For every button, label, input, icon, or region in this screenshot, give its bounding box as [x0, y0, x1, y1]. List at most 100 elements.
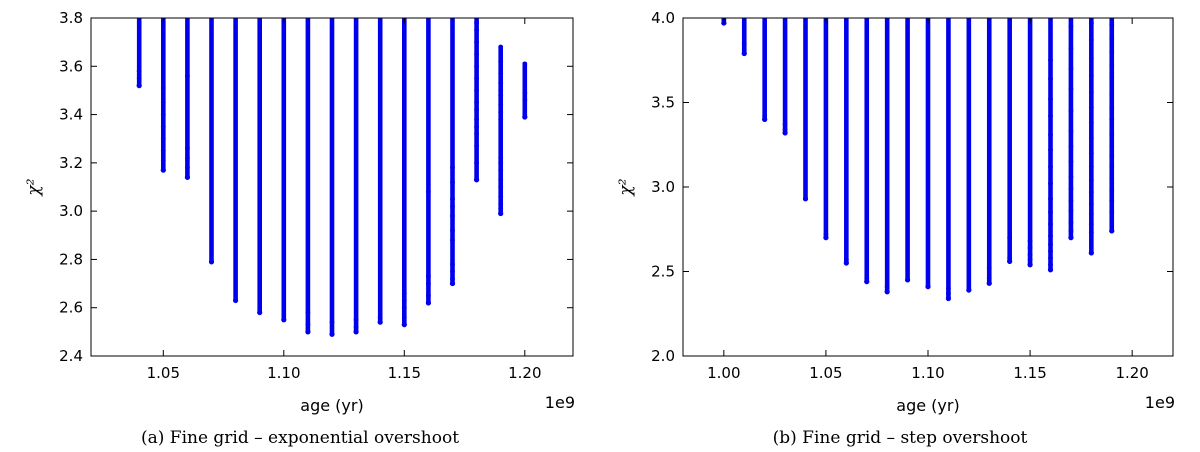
data-point: [474, 88, 479, 93]
data-point: [1007, 235, 1013, 241]
data-point: [741, 51, 747, 56]
data-point: [136, 75, 142, 81]
data-point: [864, 279, 870, 285]
data-point: [1109, 35, 1115, 41]
data-column: [209, 18, 214, 262]
data-point: [1088, 89, 1094, 95]
data-point: [1088, 135, 1094, 141]
x-offset-text: 1e9: [1145, 393, 1175, 412]
data-point: [802, 196, 809, 202]
y-tick-label: 3.2: [59, 154, 83, 172]
data-point: [474, 131, 479, 137]
data-point: [1109, 144, 1115, 149]
data-column: [281, 18, 287, 320]
x-tick-label: 1.10: [267, 364, 300, 382]
data-point: [450, 228, 455, 233]
data-point: [305, 329, 311, 335]
data-point: [498, 184, 504, 190]
chart-panel-b: 1.00 1.05 1.10 1.15 1.20 2.0 2.5 3.0 3.5 4.0 age (…: [600, 0, 1200, 452]
data-layer: [721, 18, 1115, 302]
data-point: [1048, 96, 1053, 102]
data-point: [1068, 128, 1074, 134]
data-point: [1027, 245, 1033, 251]
data-point: [136, 68, 142, 74]
data-point: [1088, 177, 1094, 183]
data-point: [498, 71, 504, 76]
data-point: [450, 276, 455, 282]
data-column: [353, 18, 359, 332]
data-point: [1048, 181, 1053, 187]
data-point: [1109, 74, 1115, 80]
data-point: [782, 122, 788, 127]
data-point: [450, 179, 455, 185]
data-point: [1088, 201, 1094, 207]
y-tick-label: 2.8: [59, 250, 83, 268]
data-point: [946, 296, 951, 301]
data-point: [966, 287, 972, 293]
plot-frame: [90, 17, 574, 357]
data-point: [1088, 105, 1094, 110]
data-column: [986, 18, 992, 284]
data-point: [1068, 66, 1074, 72]
data-point: [925, 284, 931, 290]
x-tick-label: 1.20: [1115, 364, 1148, 382]
data-point: [1109, 132, 1115, 138]
data-point: [474, 63, 479, 69]
data-point: [450, 281, 455, 286]
data-point: [864, 275, 870, 281]
data-point: [498, 44, 504, 50]
data-point: [1048, 248, 1053, 254]
data-point: [401, 314, 407, 320]
data-point: [522, 61, 528, 67]
data-point: [782, 127, 788, 132]
data-point: [762, 113, 768, 119]
data-point: [1068, 144, 1074, 149]
data-point: [1068, 86, 1074, 92]
data-point: [377, 314, 383, 320]
data-point: [450, 237, 455, 243]
data-column: [803, 18, 808, 199]
data-column: [161, 18, 166, 171]
data-point: [522, 97, 528, 103]
data-column: [1048, 18, 1053, 270]
data-column: [864, 18, 870, 282]
data-point: [1109, 49, 1115, 55]
data-point: [185, 145, 190, 151]
data-point: [1109, 198, 1115, 203]
x-tick-label: 1.15: [1013, 364, 1046, 382]
data-column: [1089, 18, 1094, 253]
data-point: [426, 293, 431, 299]
data-point: [1088, 20, 1094, 26]
data-point: [474, 51, 479, 57]
data-layer: [136, 18, 528, 337]
data-point: [474, 75, 479, 81]
data-column: [329, 18, 335, 335]
data-point: [1088, 120, 1094, 126]
data-point: [136, 83, 142, 88]
data-point: [498, 155, 504, 161]
data-point: [498, 194, 504, 200]
data-column: [844, 18, 849, 264]
data-column: [136, 18, 142, 86]
data-point: [904, 277, 911, 283]
data-point: [1048, 76, 1053, 82]
data-point: [160, 148, 166, 154]
data-point: [1088, 250, 1094, 256]
y-tick-label: 3.0: [651, 178, 675, 196]
data-point: [160, 136, 166, 142]
data-point: [1048, 233, 1053, 239]
data-point: [1068, 186, 1074, 192]
x-tick-label: 1.10: [911, 364, 944, 382]
data-point: [1027, 252, 1033, 257]
data-point: [498, 80, 504, 86]
data-point: [498, 160, 504, 166]
y-tick-label: 2.0: [651, 347, 675, 365]
data-point: [1088, 211, 1094, 217]
data-point: [1048, 132, 1053, 138]
data-point: [474, 39, 479, 45]
data-point: [986, 275, 992, 281]
data-column: [450, 18, 455, 284]
data-point: [843, 260, 849, 266]
y-tick-label: 3.4: [59, 106, 83, 124]
data-point: [1088, 37, 1094, 43]
